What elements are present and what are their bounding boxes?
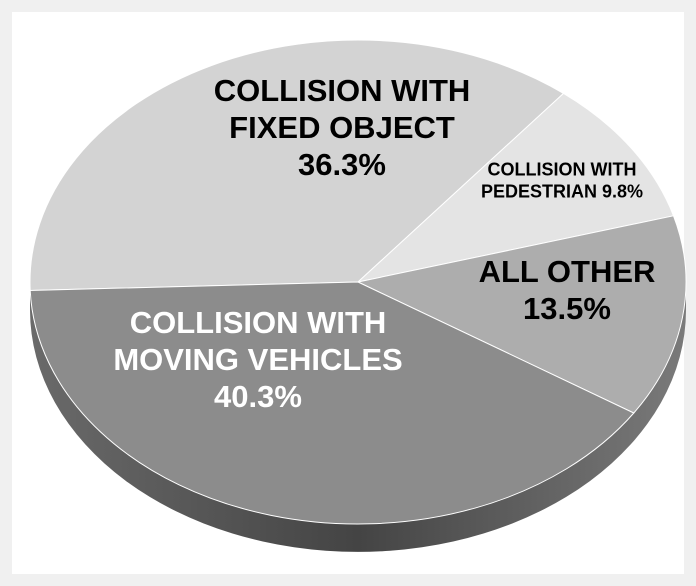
value-label: 9.8% — [602, 181, 644, 201]
category-label: COLLISION WITH MOVING VEHICLES — [113, 305, 403, 378]
slice-label: COLLISION WITH PEDESTRIAN 9.8% — [467, 159, 657, 202]
value-label: 40.3% — [214, 379, 302, 415]
value-label: 13.5% — [523, 291, 611, 326]
slice-label: ALL OTHER 13.5% — [467, 253, 667, 327]
pie-slice — [29, 281, 635, 525]
category-label: COLLISION WITH FIXED OBJECT — [213, 73, 471, 146]
pie-slice — [356, 215, 687, 414]
pie-slice — [29, 39, 565, 291]
category-label: ALL OTHER — [478, 253, 656, 289]
pie-slice — [356, 92, 675, 283]
slice-label: COLLISION WITH FIXED OBJECT 36.3% — [187, 72, 497, 184]
value-label: 36.3% — [298, 147, 386, 183]
category-label: COLLISION WITH PEDESTRIAN — [480, 159, 637, 201]
slice-label: COLLISION WITH MOVING VEHICLES 40.3% — [93, 304, 423, 416]
